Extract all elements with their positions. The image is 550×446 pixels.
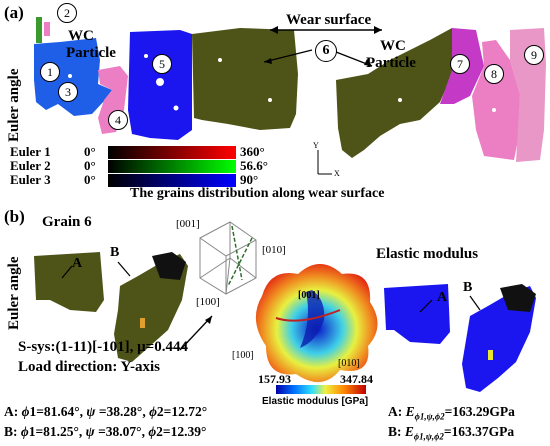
load-direction-text: Load direction: Y-axis — [18, 359, 160, 375]
grain-6-region — [192, 28, 298, 130]
cube-label-001: [001] — [176, 218, 200, 230]
euler3-max: 90° — [240, 172, 259, 187]
point-a-left: A — [72, 256, 83, 271]
angles-row-a: A: ϕ1=81.64°, ψ =38.28°, ϕ2=12.72° — [4, 404, 208, 419]
elastic-modulus-title: Elastic modulus — [376, 246, 479, 262]
grain-number-6: 6 — [315, 40, 337, 62]
grain6-modulus-map — [384, 284, 450, 344]
wc-particle-right-line1: WC — [380, 38, 406, 54]
euler1-gradient — [108, 146, 236, 159]
euler1-min: 0° — [84, 144, 96, 159]
euler3-name: Euler 3 — [10, 172, 51, 187]
euler2-max: 56.6° — [240, 158, 268, 173]
surface-label-010: [010] — [338, 358, 360, 369]
point-b-right: B — [463, 280, 473, 295]
euler2-name: Euler 2 — [10, 158, 51, 173]
surface-label-001: [001] — [298, 290, 320, 301]
modulus-colorbar — [276, 385, 366, 394]
wc-particle-right-line2: Particle — [366, 55, 416, 71]
grain6-euler-map — [34, 252, 104, 312]
panel-b-label: (b) — [4, 207, 25, 226]
panel-a-caption: The grains distribution along wear surfa… — [130, 186, 385, 201]
axis-y-label: Y — [313, 141, 319, 150]
grain-1-region — [34, 38, 112, 116]
cube-label-010: [010] — [262, 244, 286, 256]
colorbar-min: 157.93 — [258, 372, 291, 386]
colorbar-max: 347.84 — [340, 372, 373, 386]
axis-x-label: X — [334, 169, 340, 178]
euler-legend: Euler 1 Euler 2 Euler 3 0° 0° 0° 360° 56… — [10, 145, 270, 189]
modulus-row-b: B: Eϕ1,ψ,ϕ2=163.37GPa — [388, 424, 515, 442]
euler2-min: 0° — [84, 158, 96, 173]
grain-2-region — [36, 17, 42, 43]
grain-number-2: 2 — [57, 3, 77, 23]
grain6-title: Grain 6 — [42, 214, 92, 230]
modulus-row-a: A: Eϕ1,ψ,ϕ2=163.29GPa — [388, 404, 515, 422]
surface-label-100: [100] — [232, 350, 254, 361]
grain-number-8: 8 — [484, 64, 504, 84]
wear-surface-label: Wear surface — [286, 12, 372, 28]
wc-particle-left-line2: Particle — [66, 45, 116, 61]
euler1-max: 360° — [240, 144, 265, 159]
wc-particle-left-line1: WC — [68, 28, 94, 44]
grain-number-7: 7 — [450, 54, 470, 74]
orientation-cube — [199, 221, 257, 295]
point-b-left: B — [110, 245, 120, 260]
grain-number-9: 9 — [524, 45, 544, 65]
angles-row-b: B: ϕ1=81.25°, ψ =38.07°, ϕ2=12.39° — [4, 424, 207, 439]
colorbar-label: Elastic modulus [GPa] — [262, 396, 369, 407]
grain-number-4: 4 — [108, 110, 128, 130]
point-a-right: A — [437, 290, 448, 305]
grain-number-3: 3 — [58, 82, 78, 102]
euler3-min: 0° — [84, 172, 96, 187]
grain-number-1: 1 — [40, 62, 60, 82]
grain-number-5: 5 — [152, 54, 172, 74]
euler3-gradient — [108, 174, 236, 187]
euler1-name: Euler 1 — [10, 144, 51, 159]
panel-a-label: (a) — [4, 3, 24, 22]
euler2-gradient — [108, 160, 236, 173]
slip-system-text: S-sys:(1-11)[-101], μ=0.444 — [18, 339, 188, 355]
cube-label-100: [100] — [196, 296, 220, 308]
